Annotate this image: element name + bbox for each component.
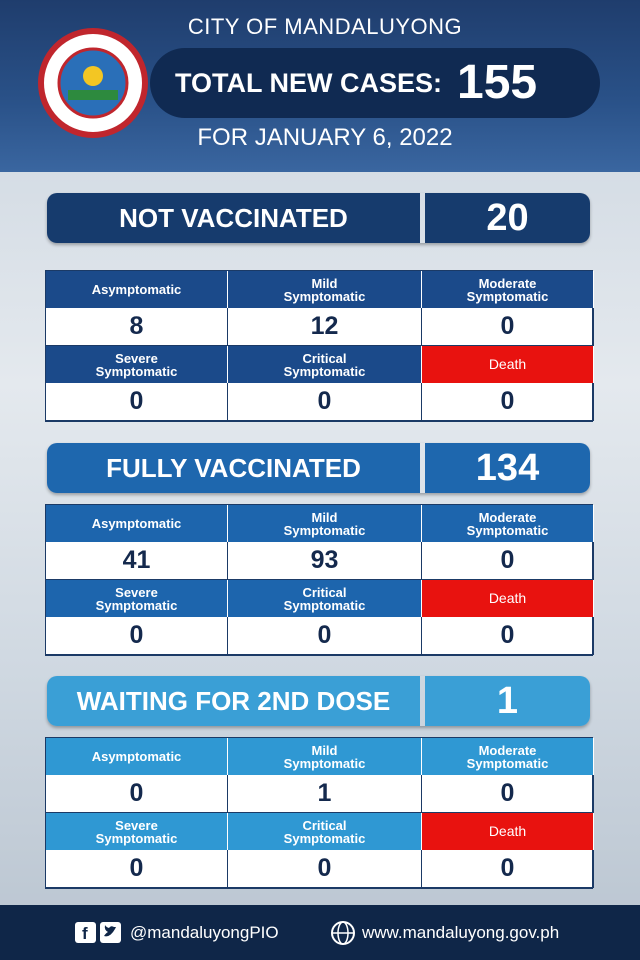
report-date: FOR JANUARY 6, 2022	[197, 124, 453, 151]
case-count: 0	[228, 850, 422, 888]
case-count: 41	[46, 542, 228, 580]
case-label: Critical Symptomatic	[228, 346, 422, 383]
case-count: 0	[422, 850, 594, 888]
section-banner: WAITING FOR 2ND DOSE 1	[47, 676, 590, 726]
section-total: 20	[425, 193, 590, 243]
social-handle: @mandaluyongPIO	[130, 923, 279, 942]
case-count: 0	[228, 383, 422, 421]
case-count: 8	[46, 308, 228, 346]
case-count: 0	[422, 775, 594, 813]
case-label: Moderate Symptomatic	[422, 271, 594, 308]
case-count: 0	[422, 617, 594, 655]
section-title: FULLY VACCINATED	[47, 443, 420, 493]
svg-text:f: f	[82, 924, 88, 943]
case-count: 0	[422, 542, 594, 580]
case-label: Death	[422, 580, 594, 617]
case-count: 0	[46, 775, 228, 813]
case-label: Death	[422, 346, 594, 383]
case-label: Moderate Symptomatic	[422, 505, 594, 542]
case-count: 0	[228, 617, 422, 655]
case-table: Asymptomatic Mild Symptomatic Moderate Sym…	[45, 270, 594, 422]
case-count: 0	[422, 383, 594, 421]
case-label: Severe Symptomatic	[46, 580, 228, 617]
case-count: 0	[46, 617, 228, 655]
case-label: Severe Symptomatic	[46, 346, 228, 383]
total-label: TOTAL NEW CASES:	[175, 68, 443, 98]
section-total: 134	[425, 443, 590, 493]
website: www.mandaluyong.gov.ph	[362, 923, 560, 942]
case-label: Asymptomatic	[46, 271, 228, 308]
section-banner: NOT VACCINATED 20	[47, 193, 590, 243]
case-label: Mild Symptomatic	[228, 738, 422, 775]
case-label: Critical Symptomatic	[228, 813, 422, 850]
case-count: 0	[46, 850, 228, 888]
case-label: Asymptomatic	[46, 505, 228, 542]
section-banner: FULLY VACCINATED 134	[47, 443, 590, 493]
city-seal	[38, 28, 148, 138]
case-label: Moderate Symptomatic	[422, 738, 594, 775]
total-banner	[150, 48, 600, 118]
city-name: CITY OF MANDALUYONG	[187, 14, 463, 39]
section-total: 1	[425, 676, 590, 726]
case-label: Asymptomatic	[46, 738, 228, 775]
total-cases: 155	[457, 56, 538, 109]
case-count: 93	[228, 542, 422, 580]
header: CITY OF MANDALUYONG TOTAL NEW CASES: 155…	[0, 0, 640, 172]
case-label: Critical Symptomatic	[228, 580, 422, 617]
case-label: Mild Symptomatic	[228, 505, 422, 542]
case-table: Asymptomatic Mild Symptomatic Moderate Sym…	[45, 504, 594, 656]
section-title: WAITING FOR 2ND DOSE	[47, 676, 420, 726]
case-label: Severe Symptomatic	[46, 813, 228, 850]
footer: f @mandaluyongPIO www.mandaluyong.gov.ph	[0, 905, 640, 960]
case-count: 0	[422, 308, 594, 346]
case-label: Death	[422, 813, 594, 850]
case-table: Asymptomatic Mild Symptomatic Moderate Sym…	[45, 737, 594, 889]
case-label: Mild Symptomatic	[228, 271, 422, 308]
case-count: 0	[46, 383, 228, 421]
section-title: NOT VACCINATED	[47, 193, 420, 243]
case-count: 1	[228, 775, 422, 813]
footer-icons: f	[75, 921, 355, 945]
case-count: 12	[228, 308, 422, 346]
